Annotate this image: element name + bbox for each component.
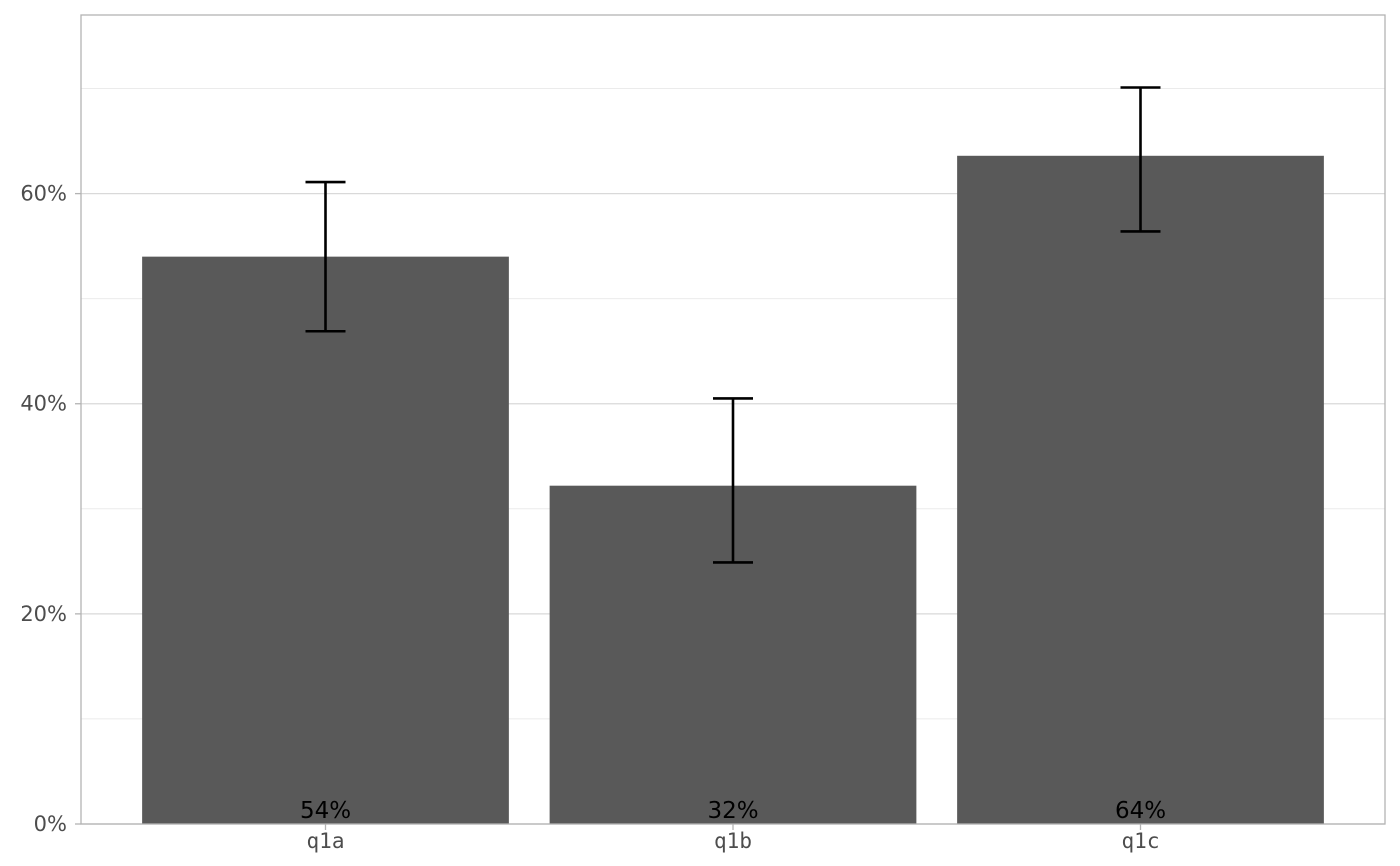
y-tick-label-0: 0% — [34, 812, 67, 836]
error-bar-q1b — [713, 397, 753, 564]
x-tick-label-q1a: q1a — [307, 829, 345, 853]
error-bars — [305, 86, 1161, 564]
data-label-q1b: 32% — [707, 798, 758, 824]
data-label-q1c: 64% — [1115, 798, 1166, 824]
panel-border — [80, 14, 1386, 825]
y-tick-label-1: 20% — [20, 602, 67, 626]
error-bar-q1a — [305, 180, 346, 333]
y-tick-label-2: 40% — [20, 392, 67, 416]
x-tick-label-q1b: q1b — [714, 829, 752, 853]
axes: 0% 20% 40% 60% q1a q1b q1c — [20, 182, 1159, 853]
x-tick-label-q1c: q1c — [1122, 829, 1160, 853]
y-tick-label-3: 60% — [20, 182, 67, 206]
data-label-q1a: 54% — [300, 798, 351, 824]
bars — [142, 155, 1324, 825]
data-labels: 54% 32% 64% — [300, 798, 1166, 824]
bar-q1a — [142, 256, 509, 824]
bar-q1c — [957, 155, 1324, 825]
error-bar-q1c — [1120, 86, 1161, 233]
